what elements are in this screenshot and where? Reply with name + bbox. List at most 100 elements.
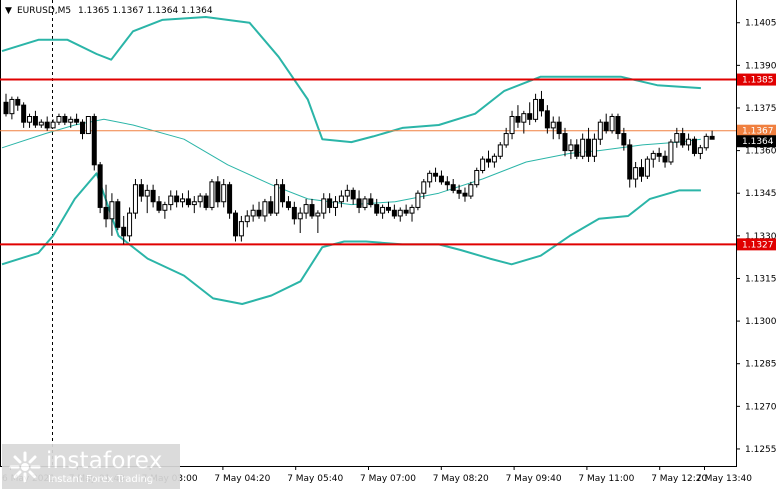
candle	[456, 184, 462, 199]
candle-body-bull	[333, 201, 339, 208]
candle-body-bull	[397, 209, 403, 217]
candle	[62, 113, 68, 126]
price-tick-label: 1.1270	[745, 402, 777, 412]
candle-body-bear	[115, 201, 121, 228]
candle-body-bear	[374, 204, 380, 214]
candle-body-bear	[544, 110, 550, 129]
candle-body-bear	[185, 198, 191, 206]
candle-body-bear	[227, 184, 233, 214]
candle-body-bear	[309, 204, 315, 217]
candle	[256, 201, 262, 219]
candle-body-bear	[450, 184, 456, 191]
candle-body-bull	[415, 192, 421, 208]
candle-body-bear	[256, 209, 262, 217]
candle-body-bear	[433, 172, 439, 177]
candle-body-bull	[409, 206, 415, 214]
price-line-tag: 1.1367	[742, 127, 774, 137]
moving-average-line	[1, 118, 701, 206]
logo-name: instaforex	[46, 448, 163, 474]
candle-body-bear	[15, 98, 21, 106]
candle	[538, 90, 544, 117]
candle	[309, 198, 315, 219]
candle	[391, 204, 397, 219]
candle-body-bear	[285, 201, 291, 208]
candle-body-bull	[262, 201, 268, 217]
candle	[121, 215, 127, 245]
candle-body-bear	[203, 195, 209, 208]
candle	[285, 196, 291, 211]
candle-body-bull	[580, 138, 586, 157]
candle	[274, 179, 280, 216]
candle-body-bear	[103, 206, 109, 220]
candle	[132, 179, 138, 219]
candle	[3, 93, 9, 117]
candle-body-bull	[197, 195, 203, 203]
price-tick-label: 1.1375	[745, 104, 777, 114]
candle-body-bear	[639, 167, 645, 177]
candle	[262, 198, 268, 222]
candle	[315, 210, 321, 233]
candle	[462, 187, 468, 202]
candle	[232, 210, 238, 242]
candle	[115, 198, 121, 231]
current-price-tag-bg	[737, 135, 776, 148]
candle-body-bear	[174, 195, 180, 203]
candle	[291, 201, 297, 225]
candle	[209, 179, 215, 211]
candle-body-bull	[68, 118, 74, 123]
candle-body-bear	[444, 181, 450, 186]
time-tick-label: 7 May 07:00	[360, 474, 416, 484]
candle	[74, 113, 80, 126]
candle-body-bull	[27, 116, 33, 123]
candle	[639, 159, 645, 182]
candle-body-bull	[668, 141, 674, 163]
candle	[344, 184, 350, 202]
candle	[397, 207, 403, 222]
candle-body-bull	[591, 138, 597, 157]
candle-body-bull	[550, 121, 556, 129]
candle	[627, 139, 633, 188]
candle-body-bear	[150, 189, 156, 203]
candle	[38, 119, 44, 128]
candle	[350, 187, 356, 205]
symbol-arrow[interactable]: ▼	[5, 6, 12, 16]
candle-body-bear	[562, 133, 568, 152]
candle	[174, 190, 180, 208]
candle	[338, 190, 344, 208]
candle	[103, 184, 109, 228]
candle-body-bull	[644, 158, 650, 177]
candle	[621, 127, 627, 151]
candle	[44, 116, 50, 131]
candle-body-bull	[250, 209, 256, 217]
time-tick-label: 7 May 08:20	[433, 474, 489, 484]
candle	[544, 105, 550, 134]
candle	[491, 153, 497, 168]
candle-body-bear	[709, 135, 715, 140]
candle	[550, 116, 556, 140]
candle-body-bull	[209, 181, 215, 208]
time-tick-label: 7 May 04:20	[214, 474, 270, 484]
candle	[385, 201, 391, 214]
candle-body-bear	[215, 181, 221, 203]
candle-body-bear	[268, 201, 274, 214]
candle	[380, 204, 386, 219]
candle	[221, 179, 227, 208]
candle	[474, 167, 480, 188]
candle-body-bear	[44, 121, 50, 129]
candle	[574, 139, 580, 160]
candle-body-bull	[191, 201, 197, 206]
candle-body-bull	[509, 116, 515, 135]
candle	[427, 170, 433, 188]
candle-body-bull	[650, 152, 656, 160]
candle-body-bull	[168, 195, 174, 206]
candle-body-bull	[297, 212, 303, 220]
candle-body-bull	[303, 204, 309, 214]
candle	[433, 167, 439, 182]
candle	[597, 119, 603, 145]
candle	[321, 193, 327, 219]
candle-body-bull	[244, 215, 250, 223]
candle-body-bear	[486, 158, 492, 163]
candle	[85, 116, 91, 135]
